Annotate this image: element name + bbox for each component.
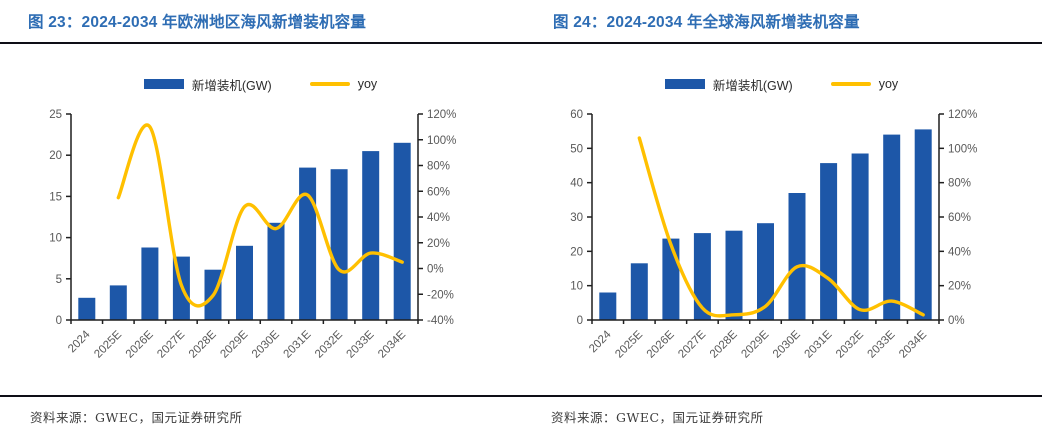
line-series-label: yoy: [878, 77, 899, 91]
svg-text:2032E: 2032E: [313, 328, 345, 360]
bar-series-swatch-icon: [664, 79, 705, 89]
bar-2026E: [662, 238, 680, 320]
svg-text:30: 30: [570, 212, 583, 224]
bar-2032E: [330, 169, 348, 320]
svg-text:20%: 20%: [948, 281, 971, 293]
bar-2032E: [851, 153, 869, 320]
svg-text:40%: 40%: [427, 212, 450, 224]
bar-2030E: [267, 222, 285, 320]
bar-2034E: [914, 129, 932, 320]
panel-figure-23: 图 23：2024-2034 年欧洲地区海风新增装机容量 新增装机(GW) yo…: [0, 0, 521, 440]
bar-2031E: [820, 163, 838, 320]
svg-text:60%: 60%: [427, 186, 450, 198]
svg-text:20%: 20%: [427, 238, 450, 250]
figure-23-source-text: 资料来源：GWEC，国元证券研究所: [30, 410, 243, 425]
svg-text:2027E: 2027E: [155, 328, 187, 360]
line-series-swatch-icon: [309, 82, 350, 86]
svg-text:40%: 40%: [948, 246, 971, 258]
svg-text:120%: 120%: [948, 109, 977, 121]
line-series-label: yoy: [357, 77, 378, 91]
svg-text:2028E: 2028E: [708, 328, 740, 360]
bar-2024: [78, 297, 96, 320]
svg-text:-40%: -40%: [427, 315, 454, 327]
svg-text:2025E: 2025E: [92, 328, 124, 360]
figure-24-footer: 资料来源：GWEC，国元证券研究所: [521, 395, 1042, 440]
bar-2031E: [299, 167, 317, 320]
svg-text:10: 10: [570, 281, 583, 293]
svg-text:2025E: 2025E: [613, 328, 645, 360]
svg-text:50: 50: [570, 143, 583, 155]
bar-2030E: [788, 193, 806, 320]
svg-text:2033E: 2033E: [345, 328, 377, 360]
svg-text:20: 20: [49, 150, 62, 162]
svg-text:2030E: 2030E: [771, 328, 803, 360]
svg-text:60: 60: [570, 109, 583, 121]
yoy-line: [637, 136, 925, 318]
figure-23-legend: 新增装机(GW) yoy: [0, 74, 521, 94]
bar-series-label: 新增装机(GW): [191, 78, 272, 93]
bar-2029E: [236, 245, 253, 320]
svg-text:100%: 100%: [948, 143, 977, 155]
bar-2024: [599, 292, 617, 320]
bar-2026E: [141, 247, 159, 320]
svg-text:2034E: 2034E: [376, 328, 408, 360]
svg-text:10: 10: [49, 233, 62, 245]
figure-23-footer: 资料来源：GWEC，国元证券研究所: [0, 395, 521, 440]
svg-text:25: 25: [49, 109, 62, 121]
svg-text:60%: 60%: [948, 212, 971, 224]
line-series-swatch-icon: [830, 82, 871, 86]
figure-24-source-text: 资料来源：GWEC，国元证券研究所: [551, 410, 764, 425]
legend-item-line-series: yoy: [830, 77, 899, 91]
svg-text:80%: 80%: [427, 161, 450, 173]
svg-text:2029E: 2029E: [739, 328, 771, 360]
svg-text:2030E: 2030E: [250, 328, 282, 360]
bar-series-label: 新增装机(GW): [712, 78, 793, 93]
legend-item-line-series: yoy: [309, 77, 378, 91]
legend-item-bar-series: 新增装机(GW): [143, 75, 272, 94]
figure-24-legend: 新增装机(GW) yoy: [521, 74, 1042, 94]
svg-text:2033E: 2033E: [866, 328, 898, 360]
bar-2033E: [883, 134, 901, 320]
figure-24-title: 图 24：2024-2034 年全球海风新增装机容量: [521, 0, 1042, 44]
svg-text:2026E: 2026E: [124, 328, 156, 360]
svg-text:2028E: 2028E: [187, 328, 219, 360]
bar-2025E: [109, 285, 127, 320]
bar-2033E: [362, 151, 380, 320]
figure-23-title: 图 23：2024-2034 年欧洲地区海风新增装机容量: [0, 0, 521, 44]
svg-text:0: 0: [577, 315, 583, 327]
svg-text:-20%: -20%: [427, 289, 454, 301]
svg-text:0%: 0%: [427, 264, 444, 276]
svg-text:2031E: 2031E: [802, 328, 834, 360]
svg-text:120%: 120%: [427, 109, 456, 121]
legend-item-bar-series: 新增装机(GW): [664, 75, 793, 94]
svg-text:80%: 80%: [948, 178, 971, 190]
svg-text:100%: 100%: [427, 135, 456, 147]
svg-text:0%: 0%: [948, 315, 965, 327]
svg-text:2031E: 2031E: [281, 328, 313, 360]
svg-text:2026E: 2026E: [645, 328, 677, 360]
svg-text:0: 0: [56, 315, 62, 327]
yoy-line: [116, 123, 404, 308]
bar-2027E: [693, 233, 711, 320]
svg-text:2034E: 2034E: [897, 328, 929, 360]
svg-text:2027E: 2027E: [676, 328, 708, 360]
svg-text:20: 20: [570, 246, 583, 258]
figure-23-combo-chart: 0 5 10 15 20 25 -40% -20% 0% 20% 40% 60% 80% 100% 120%…: [49, 109, 456, 361]
svg-text:2032E: 2032E: [834, 328, 866, 360]
panel-figure-24: 图 24：2024-2034 年全球海风新增装机容量 新增装机(GW) yoy …: [521, 0, 1042, 440]
svg-text:2024: 2024: [66, 328, 93, 355]
bar-2034E: [393, 142, 411, 320]
svg-text:15: 15: [49, 191, 62, 203]
svg-text:5: 5: [56, 274, 62, 286]
svg-text:2029E: 2029E: [218, 328, 250, 360]
bar-2029E: [757, 223, 774, 320]
svg-text:2024: 2024: [587, 328, 614, 355]
bar-2028E: [725, 230, 743, 320]
svg-text:40: 40: [570, 178, 583, 190]
bar-series-swatch-icon: [143, 79, 184, 89]
bar-2025E: [630, 263, 648, 320]
